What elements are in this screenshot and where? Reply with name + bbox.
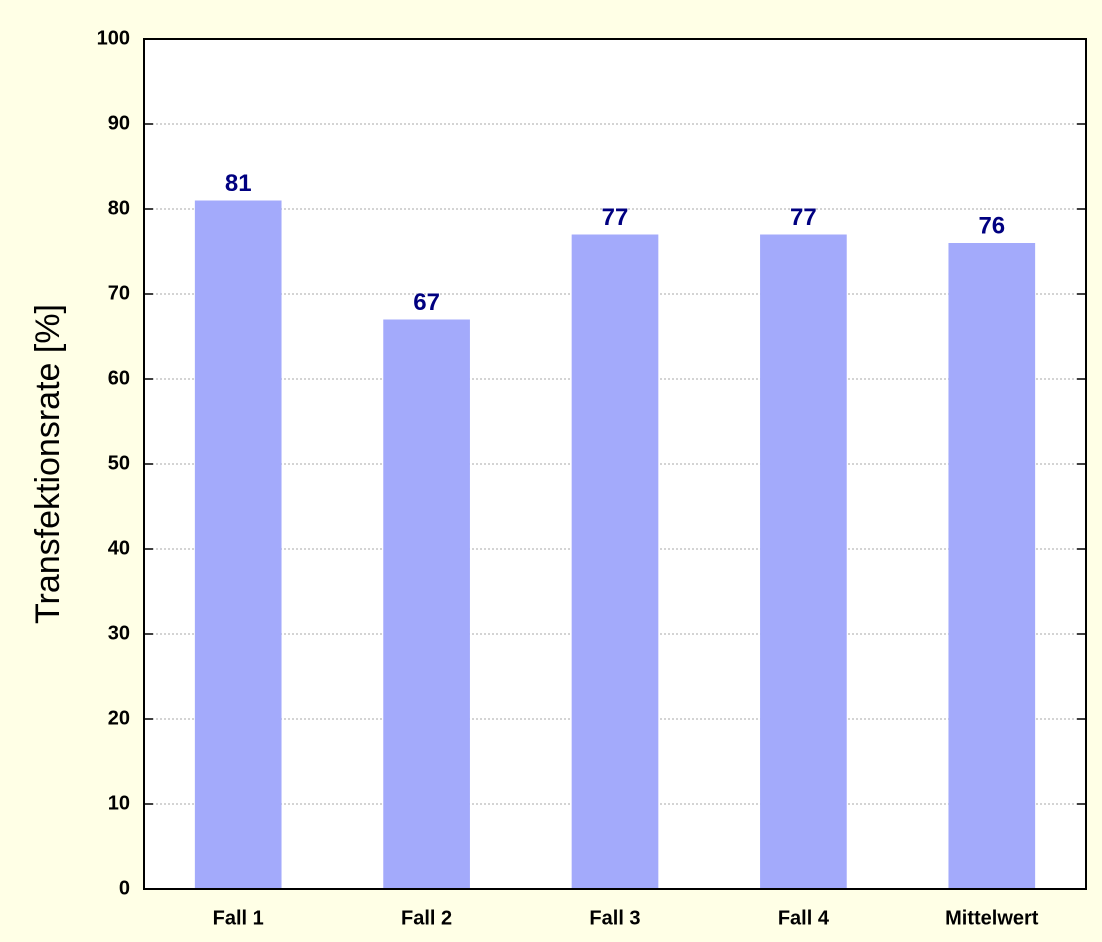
y-tick-label: 10 <box>108 792 130 814</box>
plot-frame <box>143 38 1087 890</box>
y-tick-label: 80 <box>108 197 130 219</box>
x-tick-label: Fall 3 <box>589 907 640 929</box>
bar <box>948 243 1036 889</box>
value-label: 77 <box>602 204 629 231</box>
y-axis-label: Transfektionsrate [%] <box>29 304 67 624</box>
value-label: 77 <box>790 204 817 231</box>
bar <box>571 234 659 889</box>
y-tick-label: 50 <box>108 452 130 474</box>
bar <box>760 234 847 889</box>
x-tick-label: Fall 1 <box>213 907 264 929</box>
y-tick-label: 0 <box>119 877 130 899</box>
y-tick-label: 30 <box>108 622 130 644</box>
value-label: 81 <box>225 170 252 197</box>
y-tick-label: 40 <box>108 537 130 559</box>
bar <box>194 200 282 889</box>
x-tick-label: Fall 2 <box>401 907 452 929</box>
y-tick-label: 90 <box>108 112 130 134</box>
bar <box>383 319 470 889</box>
y-tick-label: 70 <box>108 282 130 304</box>
y-tick-label: 100 <box>97 27 130 49</box>
y-tick-label: 60 <box>108 367 130 389</box>
value-label: 67 <box>413 289 440 316</box>
x-tick-label: Mittelwert <box>945 907 1039 929</box>
y-tick-label: 20 <box>108 707 130 729</box>
value-label: 76 <box>978 212 1005 239</box>
x-tick-label: Fall 4 <box>778 907 830 929</box>
